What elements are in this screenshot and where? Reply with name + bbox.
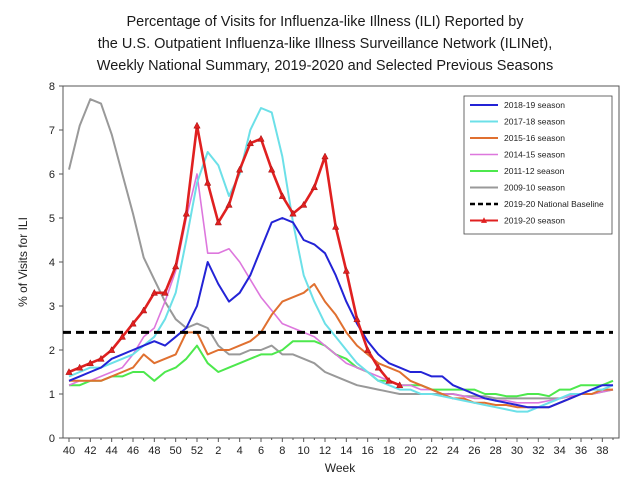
- x-tick-label: 16: [362, 445, 374, 457]
- legend-label: 2019-20 season: [504, 216, 565, 226]
- series-point-2019-20: [193, 121, 201, 129]
- series-point-2019-20: [86, 359, 94, 367]
- y-tick-label: 7: [49, 125, 55, 137]
- legend-marker: [481, 217, 487, 223]
- x-tick-label: 32: [532, 445, 544, 457]
- y-axis: 0 1 2 3 4 5 6 7 8: [49, 81, 63, 445]
- series-line-2011-12-season: [69, 340, 614, 398]
- series-point-2019-20: [129, 319, 137, 327]
- series-point-2019-20: [118, 332, 126, 340]
- series-point-2019-20: [214, 218, 222, 226]
- legend-label: 2019-20 National Baseline: [504, 199, 604, 209]
- x-tick-label: 12: [319, 445, 331, 457]
- series-point-2019-20: [289, 209, 297, 217]
- y-tick-label: 1: [49, 389, 55, 401]
- series-point-2019-20: [246, 139, 254, 147]
- legend-label: 2017-18 season: [504, 117, 565, 127]
- x-tick-label: 48: [148, 445, 160, 457]
- x-axis-title: Week: [325, 461, 356, 475]
- series-line-2009-10-season: [68, 98, 614, 400]
- x-tick-label: 50: [170, 445, 182, 457]
- x-tick-label: 18: [383, 445, 395, 457]
- series-point-2019-20: [97, 354, 105, 362]
- x-tick-label: 8: [279, 445, 285, 457]
- x-tick-label: 4: [237, 445, 243, 457]
- x-tick-label: 26: [468, 445, 480, 457]
- series-point-2019-20: [76, 363, 84, 371]
- legend-label: 2018-19 season: [504, 100, 565, 110]
- series-point-2019-20: [257, 134, 265, 142]
- series-line-2015-16-season: [69, 283, 613, 409]
- y-tick-label: 0: [49, 433, 55, 445]
- x-tick-label: 22: [426, 445, 438, 457]
- x-tick-label: 14: [340, 445, 352, 457]
- series-point-2019-20: [182, 209, 190, 217]
- legend-label: 2009-10 season: [504, 183, 565, 193]
- y-axis-title: % of Visits for ILI: [16, 217, 30, 307]
- series-point-2019-20: [204, 178, 212, 186]
- x-tick-label: 34: [554, 445, 566, 457]
- chart-title-line-3: Weekly National Summary, 2019-2020 and S…: [97, 58, 553, 74]
- x-tick-label: 40: [63, 445, 75, 457]
- series-point-2019-20: [374, 363, 382, 371]
- legend: 2018-19 season 2017-18 season 2015-16 seas…: [463, 95, 613, 235]
- x-tick-label: 20: [404, 445, 416, 457]
- x-tick-label: 44: [106, 445, 118, 457]
- series-point-2019-20: [150, 288, 158, 296]
- series-point-2019-20: [140, 306, 148, 314]
- series-line-2014-15-season: [68, 173, 614, 404]
- x-tick-label: 46: [127, 445, 139, 457]
- x-tick-label: 52: [191, 445, 203, 457]
- series-point-2019-20: [310, 183, 318, 191]
- x-tick-label: 10: [298, 445, 310, 457]
- series-line-2017-18-season: [68, 107, 614, 413]
- series-layer: [63, 98, 614, 413]
- legend-label: 2011-12 season: [504, 166, 565, 176]
- series-point-2019-20: [385, 376, 393, 384]
- series-line-2019-20-season: [68, 124, 401, 387]
- y-tick-label: 4: [49, 257, 55, 269]
- series-line-2018-19-season: [68, 217, 613, 409]
- x-tick-label: 28: [490, 445, 502, 457]
- legend-label: 2014-15 season: [504, 150, 565, 160]
- series-point-2019-20: [353, 315, 361, 323]
- x-tick-label: 24: [447, 445, 459, 457]
- y-tick-label: 3: [49, 301, 55, 313]
- x-tick-label: 30: [511, 445, 523, 457]
- y-tick-label: 2: [49, 345, 55, 357]
- series-point-2019-20: [268, 165, 276, 173]
- series-point-2019-20: [321, 152, 329, 160]
- x-axis: 40 42 44 46 48 50 52 2 4 6 8 10 12 14 16 18 20 22 24 26 28 30…: [63, 438, 614, 457]
- x-tick-label: 42: [84, 445, 96, 457]
- y-tick-label: 5: [49, 213, 55, 225]
- x-tick-label: 38: [596, 445, 608, 457]
- series-point-2019-20: [300, 200, 308, 208]
- chart-title-line-1: Percentage of Visits for Influenza-like …: [126, 14, 524, 30]
- series-point-2019-20: [65, 368, 73, 375]
- series-point-2019-20: [278, 192, 286, 199]
- x-tick-label: 6: [258, 445, 264, 457]
- legend-box: [463, 95, 613, 235]
- series-point-2019-20: [342, 266, 350, 274]
- series-point-2019-20: [108, 346, 116, 353]
- x-tick-label: 2: [215, 445, 221, 457]
- series-point-2019-20: [161, 288, 169, 296]
- x-tick-label: 36: [575, 445, 587, 457]
- series-point-2019-20: [364, 346, 372, 353]
- legend-label: 2015-16 season: [504, 133, 565, 143]
- y-tick-label: 8: [49, 81, 55, 93]
- series-point-2019-20: [396, 381, 404, 389]
- series-point-2019-20: [225, 200, 233, 208]
- series-point-2019-20: [172, 262, 180, 270]
- y-tick-label: 6: [49, 169, 55, 181]
- chart-title-line-2: the U.S. Outpatient Influenza-like Illne…: [98, 36, 553, 52]
- series-point-2019-20: [332, 222, 340, 230]
- series-point-2019-20: [236, 165, 244, 173]
